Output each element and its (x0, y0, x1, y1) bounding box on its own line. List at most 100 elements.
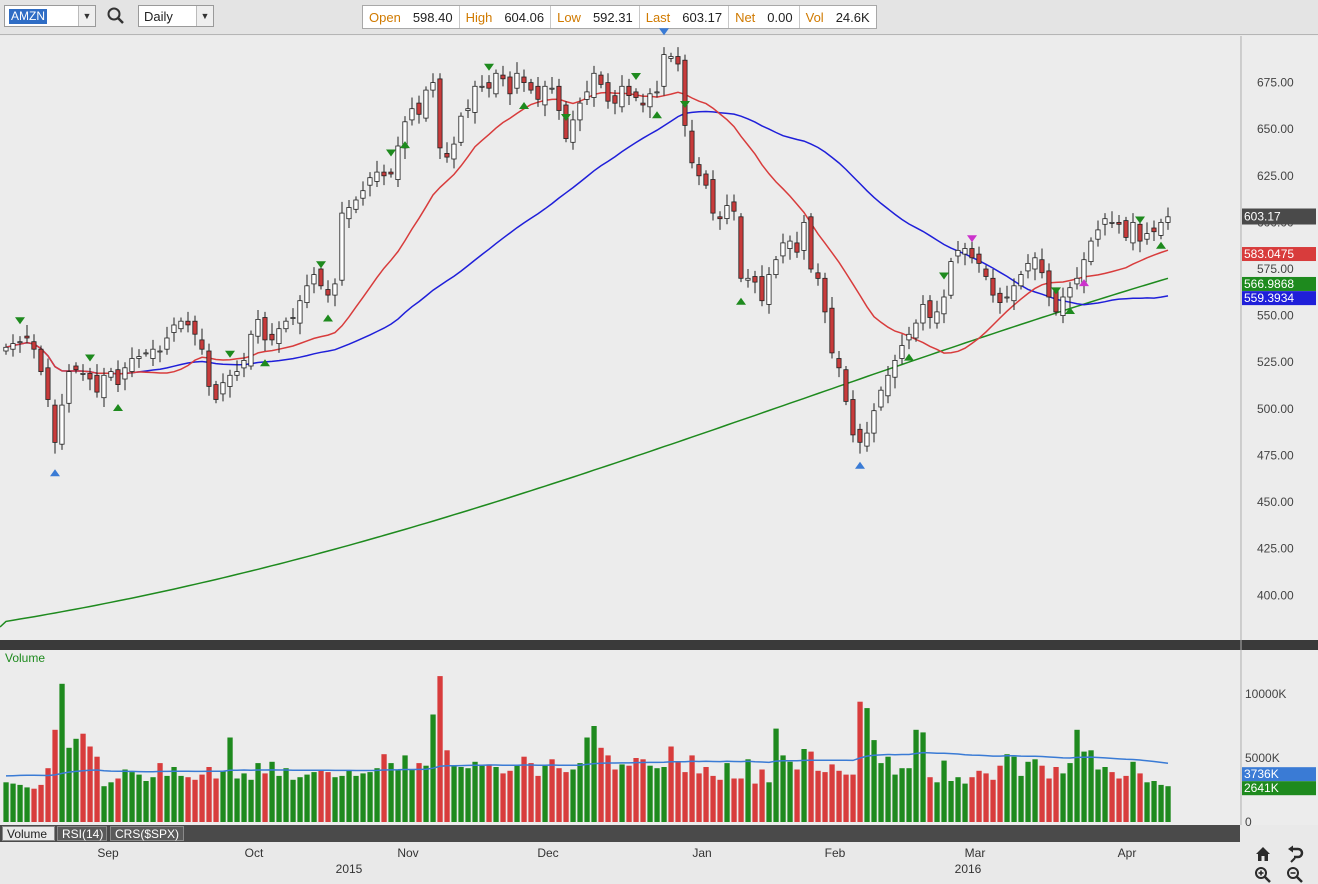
candle-body (507, 76, 513, 95)
quote-value: 604.06 (504, 9, 545, 25)
candle-body (927, 300, 933, 318)
candle-body (66, 371, 72, 404)
quote-label: Low (557, 9, 581, 25)
volume-bar (1039, 765, 1045, 822)
volume-bar (794, 769, 800, 822)
period-select[interactable]: Daily ▼ (138, 5, 214, 27)
volume-bar (304, 774, 310, 822)
candle-body (878, 389, 884, 408)
symbol-input[interactable]: AMZN ▼ (4, 5, 96, 27)
last-price-tag (1242, 208, 1316, 225)
candle-body (983, 268, 989, 277)
candle-body (1088, 240, 1094, 263)
last-price-label: 603.17 (1244, 210, 1281, 224)
pivot-signal-marker (967, 235, 977, 243)
period-dropdown-chevron-icon[interactable]: ▼ (196, 6, 213, 26)
volume-bar (297, 777, 303, 822)
volume-bar (549, 759, 555, 822)
candle-body (17, 341, 23, 344)
symbol-dropdown-chevron-icon[interactable]: ▼ (78, 6, 95, 26)
candle-body (45, 367, 51, 400)
volume-average-line (5, 751, 1169, 777)
volume-bar (3, 782, 9, 822)
candle-body (360, 190, 366, 199)
pivot-extreme-high-marker (659, 28, 669, 36)
volume-bar (1074, 729, 1080, 822)
candle-body (157, 350, 163, 353)
volume-bar (311, 772, 317, 822)
month-label: Oct (245, 846, 264, 860)
candle-body (1060, 296, 1066, 317)
search-icon[interactable] (106, 6, 126, 26)
tab-crs[interactable]: CRS($SPX) (110, 826, 184, 841)
candle-body (381, 171, 387, 177)
candle-body (885, 374, 891, 397)
candle-body (850, 399, 856, 436)
home-icon[interactable] (1254, 845, 1272, 863)
tab-volume[interactable]: Volume (2, 826, 55, 841)
ma-value-label: 566.9868 (1244, 277, 1294, 291)
volume-bar (283, 768, 289, 822)
candle-body (542, 85, 548, 106)
volume-bar (787, 761, 793, 822)
volume-bar (402, 755, 408, 822)
candle-body (409, 108, 415, 121)
volume-bar (122, 769, 128, 822)
volume-bar (570, 769, 576, 822)
quote-net: Net 0.00 (729, 6, 800, 28)
candle-body (675, 56, 681, 65)
candle-body (969, 248, 975, 259)
tab-rsi[interactable]: RSI(14) (57, 826, 107, 841)
zoom-out-icon[interactable] (1286, 866, 1304, 884)
month-label: Sep (97, 846, 119, 860)
quote-last: Last 603.17 (640, 6, 730, 28)
volume-bar (745, 759, 751, 822)
candle-body (584, 91, 590, 100)
volume-bar (1095, 769, 1101, 822)
volume-bar (815, 770, 821, 822)
candle-body (556, 85, 562, 111)
undo-icon[interactable] (1286, 845, 1304, 863)
volume-tick-label: 5000K (1245, 751, 1280, 765)
candle-body (1004, 296, 1010, 299)
candle-body (486, 82, 492, 89)
price-tick-label: 500.00 (1257, 402, 1294, 416)
candle-body (101, 374, 107, 399)
volume-bar (220, 770, 226, 822)
volume-bar (178, 775, 184, 822)
volume-bar (108, 782, 114, 822)
candle-body (892, 359, 898, 378)
volume-bar (500, 773, 506, 822)
candle-body (549, 87, 555, 90)
volume-bar (738, 778, 744, 822)
candle-body (465, 108, 471, 111)
volume-bar (521, 756, 527, 822)
volume-bar (486, 764, 492, 822)
candle-body (724, 205, 730, 220)
candle-body (3, 346, 9, 352)
candle-body (24, 335, 30, 339)
candle-body (920, 303, 926, 324)
volume-bar (101, 786, 107, 822)
candle-body (1116, 221, 1122, 225)
volume-bar (255, 763, 261, 822)
candle-body (843, 369, 849, 402)
candle-body (227, 374, 233, 387)
zoom-in-icon[interactable] (1254, 866, 1272, 884)
candle-body (703, 173, 709, 186)
volume-bar (1025, 761, 1031, 822)
quote-open: Open 598.40 (363, 6, 460, 28)
volume-bar (339, 775, 345, 822)
volume-bar (535, 775, 541, 822)
candle-body (605, 82, 611, 102)
candle-body (1053, 290, 1059, 313)
volume-bar (388, 763, 394, 822)
candle-body (73, 365, 79, 371)
price-tick-label: 650.00 (1257, 122, 1294, 136)
quote-value: 598.40 (412, 9, 453, 25)
volume-bar (1046, 778, 1052, 822)
pivot-low-marker (519, 101, 529, 109)
candle-body (738, 216, 744, 279)
volume-bar (87, 746, 93, 822)
